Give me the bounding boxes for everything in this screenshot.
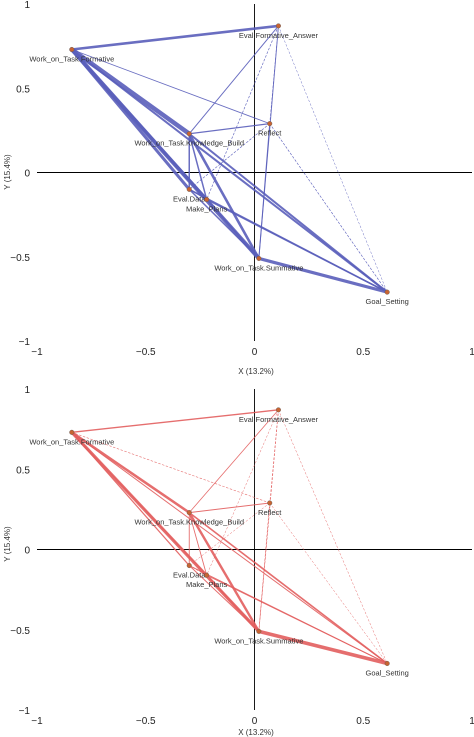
top-node-point (275, 23, 281, 29)
bottom-edge (258, 502, 271, 632)
top-y-tick-label: −1 (19, 337, 31, 348)
bottom-y-tick-label: 0.5 (16, 465, 30, 476)
bottom-node-label: Eval.Data (173, 571, 206, 580)
bottom-edge (206, 409, 279, 576)
bottom-node-label: Make_Plans (186, 580, 228, 589)
bottom-node-point (204, 572, 210, 578)
bottom-edge (71, 431, 388, 664)
bottom-node-label: Eval.Formative_Answer (239, 415, 319, 424)
bottom-x-tick-label: −1 (31, 716, 43, 727)
top-node-label: Reflect (258, 129, 282, 138)
bottom-x-tick-label: 1 (469, 716, 474, 727)
bottom-x-axis-title: X (13.2%) (238, 728, 274, 737)
bottom-x-tick-label: −0.5 (136, 716, 156, 727)
top-node-point (186, 186, 192, 192)
top-edge (70, 48, 389, 294)
bottom-network-panel: X (13.2%) Y (15.4%) −1 −0.5 0 0.5 1 1 0.5 0 −0.5… (3, 385, 474, 737)
top-y-tick-label: 0.5 (16, 84, 30, 95)
bottom-edge (71, 409, 280, 434)
top-edge (257, 256, 389, 294)
top-edge (187, 132, 261, 260)
bottom-y-tick-label: −1 (19, 706, 31, 717)
bottom-node-point (275, 407, 281, 413)
bottom-y-tick-label: −0.5 (10, 626, 30, 637)
top-x-tick-label: 0 (252, 347, 258, 358)
bottom-y-tick-label: 1 (24, 385, 30, 396)
top-edge (188, 25, 279, 135)
top-node-label: Work_on_Task.Summative (214, 263, 303, 272)
bottom-edge (206, 574, 260, 632)
bottom-edge (269, 409, 279, 504)
top-node-label: Eval.Formative_Answer (239, 31, 319, 40)
top-edge (269, 123, 388, 293)
bottom-edge (258, 409, 279, 632)
bottom-edge (257, 629, 389, 666)
top-node-point (186, 131, 192, 137)
bottom-y-tick-label: 0 (24, 546, 30, 557)
bottom-x-tick-label: 0 (252, 716, 258, 727)
bottom-node-label: Goal_Setting (365, 668, 408, 677)
top-node-point (384, 289, 390, 295)
bottom-edge (188, 565, 260, 632)
bottom-edge (71, 432, 271, 504)
top-edge (205, 198, 388, 293)
bottom-node-point (267, 500, 273, 506)
bottom-node-label: Work_on_Task.Formative (29, 437, 114, 446)
bottom-edge (188, 502, 271, 514)
top-edge (206, 25, 279, 200)
top-node-point (69, 46, 75, 52)
top-node-point (267, 121, 273, 127)
bottom-node-label: Work_on_Task.Summative (214, 636, 303, 645)
top-edge (188, 123, 271, 190)
bottom-edge (70, 431, 191, 514)
top-node-label: Make_Plans (186, 204, 228, 213)
top-edge (188, 132, 208, 201)
bottom-edge (188, 512, 208, 576)
top-edge (205, 198, 260, 260)
bottom-node-point (186, 563, 192, 569)
top-y-tick-label: −0.5 (10, 253, 30, 264)
top-edge (71, 49, 271, 125)
bottom-edge (188, 511, 261, 633)
bottom-node-label: Reflect (258, 508, 282, 517)
top-edge (188, 188, 260, 260)
top-network-panel: X (13.2%) Y (15.4%) −1 −0.5 0 0.5 1 1 0.5 0 −0.5… (3, 0, 474, 376)
top-node-label: Work_on_Task.Knowledge_Build (134, 139, 244, 148)
top-edge (188, 123, 271, 135)
top-x-tick-label: 0.5 (356, 347, 370, 358)
bottom-edge (278, 409, 388, 664)
top-y-tick-label: 0 (24, 169, 30, 180)
bottom-node-point (256, 628, 262, 634)
bottom-edge (269, 502, 388, 664)
bottom-edges (70, 409, 389, 666)
bottom-x-tick-label: 0.5 (356, 716, 370, 727)
top-node-point (204, 196, 210, 202)
top-x-tick-label: −0.5 (136, 347, 156, 358)
bottom-edge (189, 502, 270, 566)
bottom-node-point (69, 429, 75, 435)
top-x-tick-label: 1 (469, 347, 474, 358)
top-edges (69, 24, 389, 294)
bottom-edge (188, 511, 388, 665)
top-x-tick-label: −1 (31, 347, 43, 358)
bottom-node-point (384, 660, 390, 666)
bottom-edge (188, 565, 207, 576)
bottom-y-axis-title: Y (15.4%) (3, 526, 12, 562)
top-edge (188, 132, 389, 294)
top-x-axis-title: X (13.2%) (238, 367, 274, 376)
bottom-edge (206, 574, 388, 664)
top-node-label: Work_on_Task.Formative (29, 54, 114, 63)
top-edge (278, 25, 388, 293)
top-edge (258, 123, 271, 259)
top-node-label: Eval.Data (173, 194, 206, 203)
top-node-label: Goal_Setting (365, 297, 408, 306)
top-edge (70, 24, 280, 51)
top-y-axis-title: Y (15.4%) (3, 154, 12, 190)
bottom-node-label: Work_on_Task.Knowledge_Build (134, 518, 244, 527)
bottom-edge (188, 409, 279, 513)
bottom-node-point (186, 510, 192, 516)
top-y-tick-label: 1 (24, 0, 30, 11)
top-node-point (256, 255, 262, 261)
